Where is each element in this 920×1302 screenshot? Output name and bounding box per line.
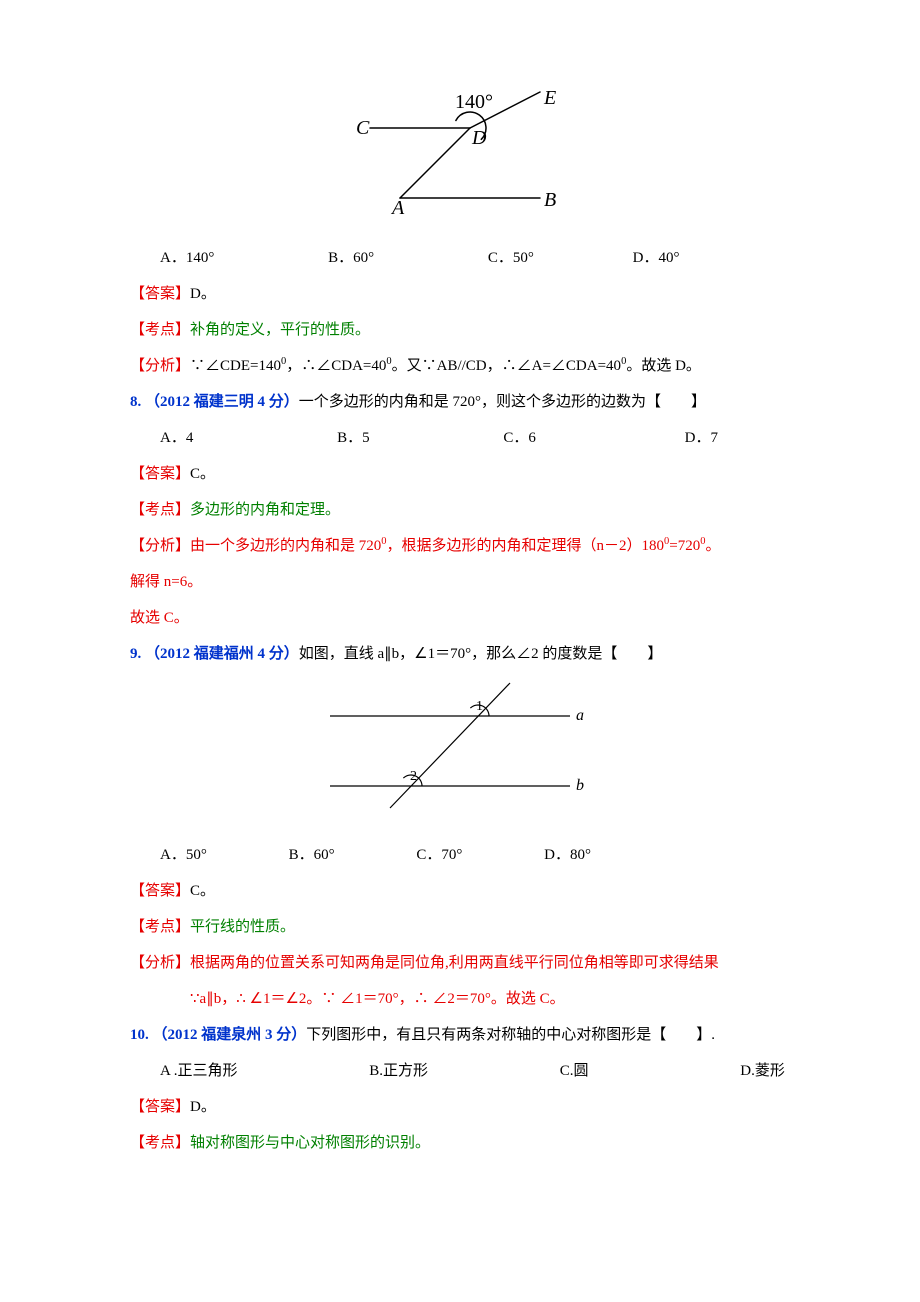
- q7-option-d: D．40°: [633, 250, 680, 266]
- kaodian-label: 【考点】: [130, 322, 190, 338]
- q7-options-row: A．140° B．60° C．50° D．40°: [130, 240, 790, 276]
- q10-option-a: A .正三角形: [160, 1063, 238, 1079]
- q7-option-b: B．60°: [328, 250, 374, 266]
- answer-value: D。: [190, 286, 216, 302]
- q9-fenxi-1: 【分析】根据两角的位置关系可知两角是同位角,利用两直线平行同位角相等即可求得结果: [130, 945, 790, 981]
- q10-option-b: B.正方形: [369, 1063, 428, 1079]
- q10-options-row: A .正三角形 B.正方形 C.圆 D.菱形: [130, 1053, 790, 1089]
- q8-text: 一个多边形的内角和是 720°，则这个多边形的边数为【 】: [299, 394, 706, 410]
- answer-value: C。: [190, 883, 215, 899]
- fenxi-text: ∵∠CDE=1400，∴∠CDA=400。又∵AB//CD，∴∠A=∠CDA=4…: [190, 358, 701, 374]
- q9-option-b: B．60°: [289, 847, 335, 863]
- kaodian-value: 多边形的内角和定理。: [190, 502, 340, 518]
- q8-option-a: A．4: [160, 430, 193, 446]
- q8-option-c: C．6: [503, 430, 536, 446]
- svg-text:B: B: [544, 189, 556, 211]
- kaodian-value: 平行线的性质。: [190, 919, 295, 935]
- answer-label: 【答案】: [130, 883, 190, 899]
- q8-kaodian: 【考点】多边形的内角和定理。: [130, 492, 790, 528]
- fenxi-label: 【分析】: [130, 538, 190, 554]
- q9-option-a: A．50°: [160, 847, 207, 863]
- q8-stem: 8. （2012 福建三明 4 分）一个多边形的内角和是 720°，则这个多边形…: [130, 384, 790, 420]
- q8-option-b: B．5: [337, 430, 370, 446]
- q8-answer: 【答案】C。: [130, 456, 790, 492]
- fenxi-label: 【分析】: [130, 358, 190, 374]
- svg-text:1: 1: [476, 699, 483, 714]
- q7-answer: 【答案】D。: [130, 276, 790, 312]
- q7-option-a: A．140°: [160, 250, 214, 266]
- q9-source: （2012 福建福州 4 分）: [145, 646, 299, 662]
- figure-1-svg: 140° C D E A B: [350, 86, 570, 216]
- fenxi-text: 根据两角的位置关系可知两角是同位角,利用两直线平行同位角相等即可求得结果: [190, 955, 719, 971]
- q8-number: 8.: [130, 394, 145, 410]
- kaodian-label: 【考点】: [130, 1135, 190, 1151]
- q7-kaodian: 【考点】补角的定义，平行的性质。: [130, 312, 790, 348]
- svg-text:140°: 140°: [455, 91, 493, 113]
- q7-option-c: C．50°: [488, 250, 534, 266]
- fenxi-label: 【分析】: [130, 955, 190, 971]
- answer-value: C。: [190, 466, 215, 482]
- q9-fenxi-2: ∵a∥b，∴ ∠1＝∠2。∵ ∠1＝70°，∴ ∠2＝70°。故选 C。: [130, 981, 790, 1017]
- q9-option-c: C．70°: [416, 847, 462, 863]
- q9-kaodian: 【考点】平行线的性质。: [130, 909, 790, 945]
- q10-number: 10.: [130, 1027, 153, 1043]
- q8-fenxi-2: 解得 n=6。: [130, 564, 790, 600]
- answer-value: D。: [190, 1099, 216, 1115]
- svg-text:A: A: [390, 197, 405, 216]
- figure-2-svg: a b 1 2: [310, 678, 610, 813]
- q10-answer: 【答案】D。: [130, 1089, 790, 1125]
- q8-fenxi-1: 【分析】由一个多边形的内角和是 7200，根据多边形的内角和定理得（n－2）18…: [130, 528, 790, 564]
- q9-option-d: D．80°: [544, 847, 591, 863]
- q9-stem: 9. （2012 福建福州 4 分）如图，直线 a∥b，∠1＝70°，那么∠2 …: [130, 636, 790, 672]
- svg-text:E: E: [543, 87, 556, 109]
- q10-stem: 10. （2012 福建泉州 3 分）下列图形中，有且只有两条对称轴的中心对称图…: [130, 1017, 790, 1053]
- kaodian-value: 轴对称图形与中心对称图形的识别。: [190, 1135, 430, 1151]
- q9-options-row: A．50° B．60° C．70° D．80°: [130, 837, 790, 873]
- kaodian-label: 【考点】: [130, 919, 190, 935]
- q9-text: 如图，直线 a∥b，∠1＝70°，那么∠2 的度数是【 】: [299, 646, 663, 662]
- q8-fenxi-3: 故选 C。: [130, 600, 790, 636]
- q10-kaodian: 【考点】轴对称图形与中心对称图形的识别。: [130, 1125, 790, 1161]
- figure-1: 140° C D E A B: [130, 86, 790, 230]
- q10-source: （2012 福建泉州 3 分）: [153, 1027, 307, 1043]
- q9-answer: 【答案】C。: [130, 873, 790, 909]
- answer-label: 【答案】: [130, 1099, 190, 1115]
- figure-2: a b 1 2: [130, 678, 790, 827]
- answer-label: 【答案】: [130, 286, 190, 302]
- q9-number: 9.: [130, 646, 145, 662]
- answer-label: 【答案】: [130, 466, 190, 482]
- q8-options-row: A．4 B．5 C．6 D．7: [130, 420, 790, 456]
- kaodian-value: 补角的定义，平行的性质。: [190, 322, 370, 338]
- svg-text:D: D: [471, 127, 487, 149]
- q10-option-d: D.菱形: [740, 1063, 785, 1079]
- svg-text:a: a: [576, 707, 584, 724]
- svg-text:2: 2: [410, 769, 417, 784]
- q8-source: （2012 福建三明 4 分）: [145, 394, 299, 410]
- fenxi-text: 由一个多边形的内角和是 7200，根据多边形的内角和定理得（n－2）1800=7…: [190, 538, 721, 554]
- svg-text:C: C: [356, 117, 370, 139]
- svg-text:b: b: [576, 777, 584, 794]
- kaodian-label: 【考点】: [130, 502, 190, 518]
- q8-option-d: D．7: [685, 430, 718, 446]
- q10-option-c: C.圆: [560, 1063, 589, 1079]
- q7-fenxi: 【分析】∵∠CDE=1400，∴∠CDA=400。又∵AB//CD，∴∠A=∠C…: [130, 348, 790, 384]
- q10-text: 下列图形中，有且只有两条对称轴的中心对称图形是【 】.: [306, 1027, 715, 1043]
